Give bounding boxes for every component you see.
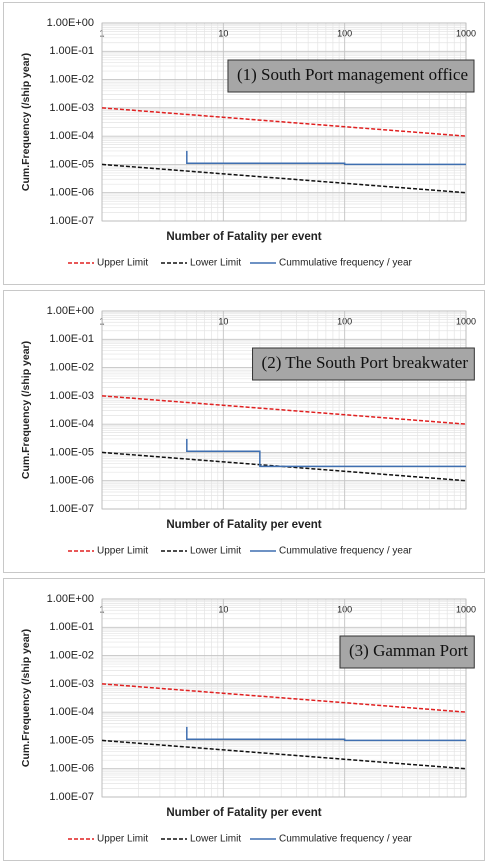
series-line — [186, 726, 466, 742]
y-tick-label: 1.00E-07 — [49, 503, 94, 515]
annotation-text: (1) South Port management office — [237, 65, 468, 84]
annotation-text: (2) The South Port breakwater — [262, 353, 469, 372]
y-tick-label: 1.00E-01 — [49, 45, 94, 57]
y-tick-label: 1.00E-06 — [49, 763, 94, 775]
y-tick-label: 1.00E-01 — [49, 621, 94, 633]
y-tick-label: 1.00E-04 — [49, 418, 94, 430]
y-tick-label: 1.00E+00 — [47, 593, 94, 605]
chart: 1.00E+00 1.00E-01 1.00E-02 1.00E-03 1.00E-04… — [20, 305, 476, 557]
annotation-box — [339, 635, 475, 669]
legend-label: Upper Limit — [97, 258, 148, 269]
x-axis-title: Number of Fatality per event — [166, 807, 321, 819]
chart-panel: 1.00E+00 1.00E-01 1.00E-02 1.00E-03 1.00E-04… — [3, 290, 485, 573]
plot-border — [101, 598, 467, 798]
y-tick-label: 1.00E-06 — [49, 187, 94, 199]
series-line — [101, 163, 467, 194]
y-tick-label: 1.00E-02 — [49, 649, 94, 661]
y-tick-label: 1.00E-03 — [49, 102, 94, 114]
y-tick-label: 1.00E-01 — [49, 333, 94, 345]
annotation-box — [252, 347, 475, 381]
annotation: (3) Gamman Port — [339, 635, 475, 669]
chart: 1.00E+00 1.00E-01 1.00E-02 1.00E-03 1.00E-04… — [20, 17, 476, 269]
x-axis-title: Number of Fatality per event — [166, 231, 321, 243]
series-line — [101, 395, 467, 425]
plot-border — [101, 22, 467, 222]
y-tick-label: 1.00E+00 — [47, 305, 94, 317]
y-tick-label: 1.00E-04 — [49, 706, 94, 718]
annotation: (2) The South Port breakwater — [252, 347, 475, 381]
y-tick-label: 1.00E-05 — [49, 734, 94, 746]
series-line — [101, 683, 467, 713]
legend-label: Lower Limit — [190, 258, 241, 269]
y-tick-label: 1.00E+00 — [47, 17, 94, 29]
y-axis-title: Cum.Frequency (/ship year) — [20, 53, 32, 191]
annotation-box — [227, 59, 475, 93]
y-tick-label: 1.00E-05 — [49, 158, 94, 170]
legend-label: Lower Limit — [190, 834, 241, 845]
plot-border — [101, 310, 467, 510]
series-line — [186, 438, 466, 468]
y-axis-title: Cum.Frequency (/ship year) — [20, 341, 32, 479]
annotation: (1) South Port management office — [227, 59, 475, 93]
y-axis-title: Cum.Frequency (/ship year) — [20, 629, 32, 767]
legend-label: Cummulative frequency / year — [279, 258, 413, 269]
y-tick-label: 1.00E-03 — [49, 390, 94, 402]
chart: 1.00E+00 1.00E-01 1.00E-02 1.00E-03 1.00E-04… — [20, 593, 476, 845]
y-tick-label: 1.00E-06 — [49, 475, 94, 487]
x-axis-title: Number of Fatality per event — [166, 519, 321, 531]
y-tick-label: 1.00E-07 — [49, 215, 94, 227]
y-tick-label: 1.00E-02 — [49, 73, 94, 85]
series-line — [101, 739, 467, 770]
legend-label: Upper Limit — [97, 546, 148, 557]
legend-label: Lower Limit — [190, 546, 241, 557]
series-line — [101, 107, 467, 137]
y-tick-label: 1.00E-03 — [49, 678, 94, 690]
y-tick-label: 1.00E-04 — [49, 130, 94, 142]
y-tick-label: 1.00E-07 — [49, 791, 94, 803]
y-tick-label: 1.00E-05 — [49, 446, 94, 458]
chart-panel: 1.00E+00 1.00E-01 1.00E-02 1.00E-03 1.00E-04… — [3, 578, 485, 861]
chart-panel: 1.00E+00 1.00E-01 1.00E-02 1.00E-03 1.00E-04… — [3, 2, 485, 285]
y-tick-label: 1.00E-02 — [49, 361, 94, 373]
legend-label: Cummulative frequency / year — [279, 834, 413, 845]
annotation-text: (3) Gamman Port — [349, 641, 468, 660]
legend-label: Upper Limit — [97, 834, 148, 845]
legend-label: Cummulative frequency / year — [279, 546, 413, 557]
series-line — [186, 150, 466, 166]
